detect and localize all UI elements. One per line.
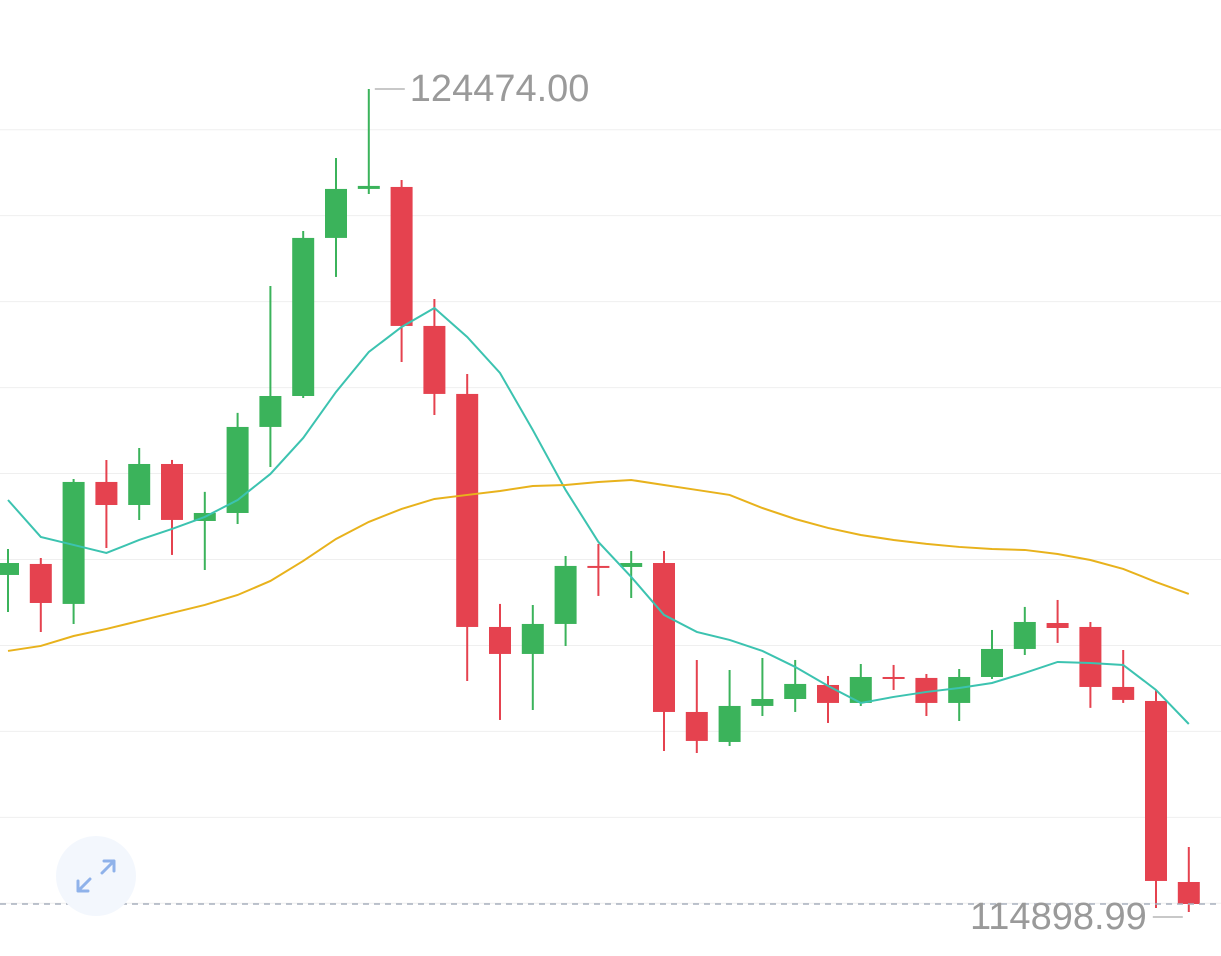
- candle-body: [29, 563, 52, 603]
- candle-body: [620, 563, 643, 567]
- expand-icon[interactable]: [76, 859, 116, 893]
- high-label: 124474.00: [410, 68, 590, 110]
- candle-body: [95, 481, 118, 505]
- candle-body: [784, 683, 807, 699]
- candle-body: [1046, 623, 1069, 628]
- candle-body: [62, 481, 85, 604]
- moving-average-line: [7, 306, 1190, 725]
- candle-body: [226, 426, 249, 513]
- candle-body: [653, 563, 675, 712]
- labels: 124474.00 114898.99: [374, 68, 1183, 938]
- moving-average-line: [7, 478, 1190, 652]
- candle-body: [1177, 881, 1200, 904]
- candle-body: [1112, 686, 1135, 700]
- candle-body: [1079, 626, 1102, 687]
- candle-body: [1013, 621, 1036, 649]
- candle-body: [423, 325, 446, 394]
- candle-body: [325, 188, 347, 238]
- low-label: 114898.99: [970, 896, 1147, 938]
- candle-body: [981, 648, 1003, 677]
- grid: [0, 129, 1221, 904]
- candle-body: [554, 565, 577, 624]
- candle-body: [751, 698, 774, 706]
- candle-body: [390, 186, 413, 326]
- candle-body: [817, 684, 839, 703]
- expand-button-bg[interactable]: [56, 836, 136, 916]
- candle-body: [587, 565, 610, 568]
- candle-body: [0, 563, 19, 575]
- candle-body: [456, 393, 479, 627]
- candle-body: [128, 463, 151, 505]
- candle-body: [685, 711, 708, 741]
- candle-body: [882, 676, 905, 679]
- candle-body: [161, 463, 183, 520]
- candle-body: [915, 677, 938, 703]
- candle-body: [357, 185, 380, 189]
- candle-body: [849, 676, 872, 703]
- candle-body: [1145, 700, 1167, 881]
- candle-body: [259, 395, 282, 427]
- expand-button[interactable]: [56, 836, 136, 916]
- candle-body: [292, 237, 315, 396]
- candle-body: [718, 705, 741, 742]
- candle-body: [521, 623, 544, 654]
- candles: [0, 88, 1221, 912]
- candle-body: [948, 676, 971, 703]
- candle-body: [489, 626, 511, 654]
